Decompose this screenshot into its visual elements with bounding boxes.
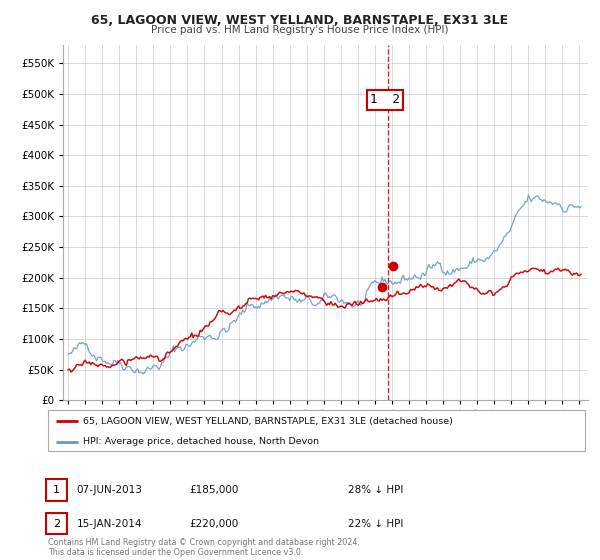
Text: 15-JAN-2014: 15-JAN-2014	[77, 519, 142, 529]
Text: 22% ↓ HPI: 22% ↓ HPI	[348, 519, 403, 529]
FancyBboxPatch shape	[46, 479, 67, 501]
Text: Contains HM Land Registry data © Crown copyright and database right 2024.
This d: Contains HM Land Registry data © Crown c…	[48, 538, 360, 557]
Text: 1: 1	[53, 485, 60, 495]
Text: 07-JUN-2013: 07-JUN-2013	[77, 485, 143, 495]
FancyBboxPatch shape	[48, 410, 585, 451]
Text: 2: 2	[53, 519, 60, 529]
Text: 65, LAGOON VIEW, WEST YELLAND, BARNSTAPLE, EX31 3LE (detached house): 65, LAGOON VIEW, WEST YELLAND, BARNSTAPL…	[83, 417, 453, 426]
FancyBboxPatch shape	[46, 513, 67, 534]
Text: 28% ↓ HPI: 28% ↓ HPI	[348, 485, 403, 495]
Text: 1  2: 1 2	[370, 94, 400, 106]
Text: £185,000: £185,000	[189, 485, 238, 495]
Text: Price paid vs. HM Land Registry's House Price Index (HPI): Price paid vs. HM Land Registry's House …	[151, 25, 449, 35]
Text: 65, LAGOON VIEW, WEST YELLAND, BARNSTAPLE, EX31 3LE: 65, LAGOON VIEW, WEST YELLAND, BARNSTAPL…	[91, 14, 509, 27]
Text: HPI: Average price, detached house, North Devon: HPI: Average price, detached house, Nort…	[83, 437, 319, 446]
Text: £220,000: £220,000	[189, 519, 238, 529]
